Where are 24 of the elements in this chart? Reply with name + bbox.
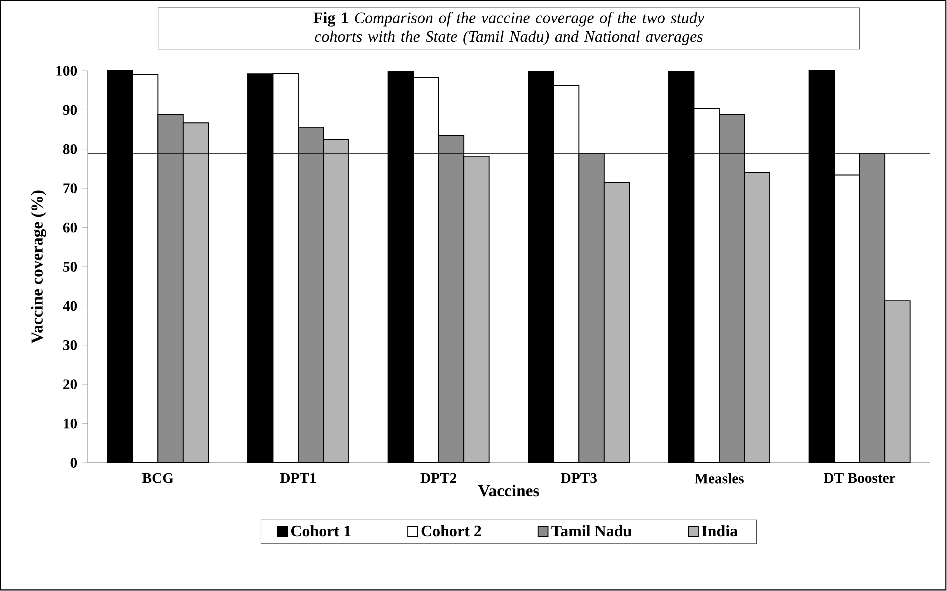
chart-title: Fig 1 Comparison of the vaccine coverage of the two study cohorts with the State (Tamil Nadu) and National averages bbox=[314, 12, 705, 46]
y-tick-label: 20 bbox=[64, 380, 78, 390]
legend-label: India bbox=[702, 525, 738, 537]
x-tick-label: BCG bbox=[142, 473, 174, 484]
y-tick-label: 90 bbox=[63, 105, 78, 116]
legend-label: Cohort 2 bbox=[422, 525, 482, 537]
y-axis-title: Vaccine coverage (%) bbox=[31, 190, 46, 344]
y-tick-label: 30 bbox=[63, 340, 78, 350]
y-tick-label: 10 bbox=[64, 418, 78, 429]
x-tick-label: DPT2 bbox=[420, 473, 457, 484]
legend-label: Cohort 1 bbox=[291, 525, 351, 537]
y-tick-label: 100 bbox=[56, 66, 78, 76]
y-tick-label: 60 bbox=[63, 222, 78, 233]
y-tick-label: 70 bbox=[64, 184, 78, 194]
legend-label: Tamil Nadu bbox=[552, 525, 632, 537]
y-tick-label: 50 bbox=[64, 262, 78, 272]
x-tick-label: DPT3 bbox=[561, 473, 597, 484]
y-tick-label: 0 bbox=[70, 458, 78, 468]
x-tick-label: DPT1 bbox=[280, 473, 316, 484]
x-tick-label: DT Booster bbox=[824, 473, 896, 484]
y-tick-label: 80 bbox=[63, 144, 78, 154]
x-axis-title: Vaccines bbox=[478, 484, 540, 497]
x-tick-label: Measles bbox=[694, 473, 744, 484]
y-tick-label: 40 bbox=[63, 301, 78, 312]
